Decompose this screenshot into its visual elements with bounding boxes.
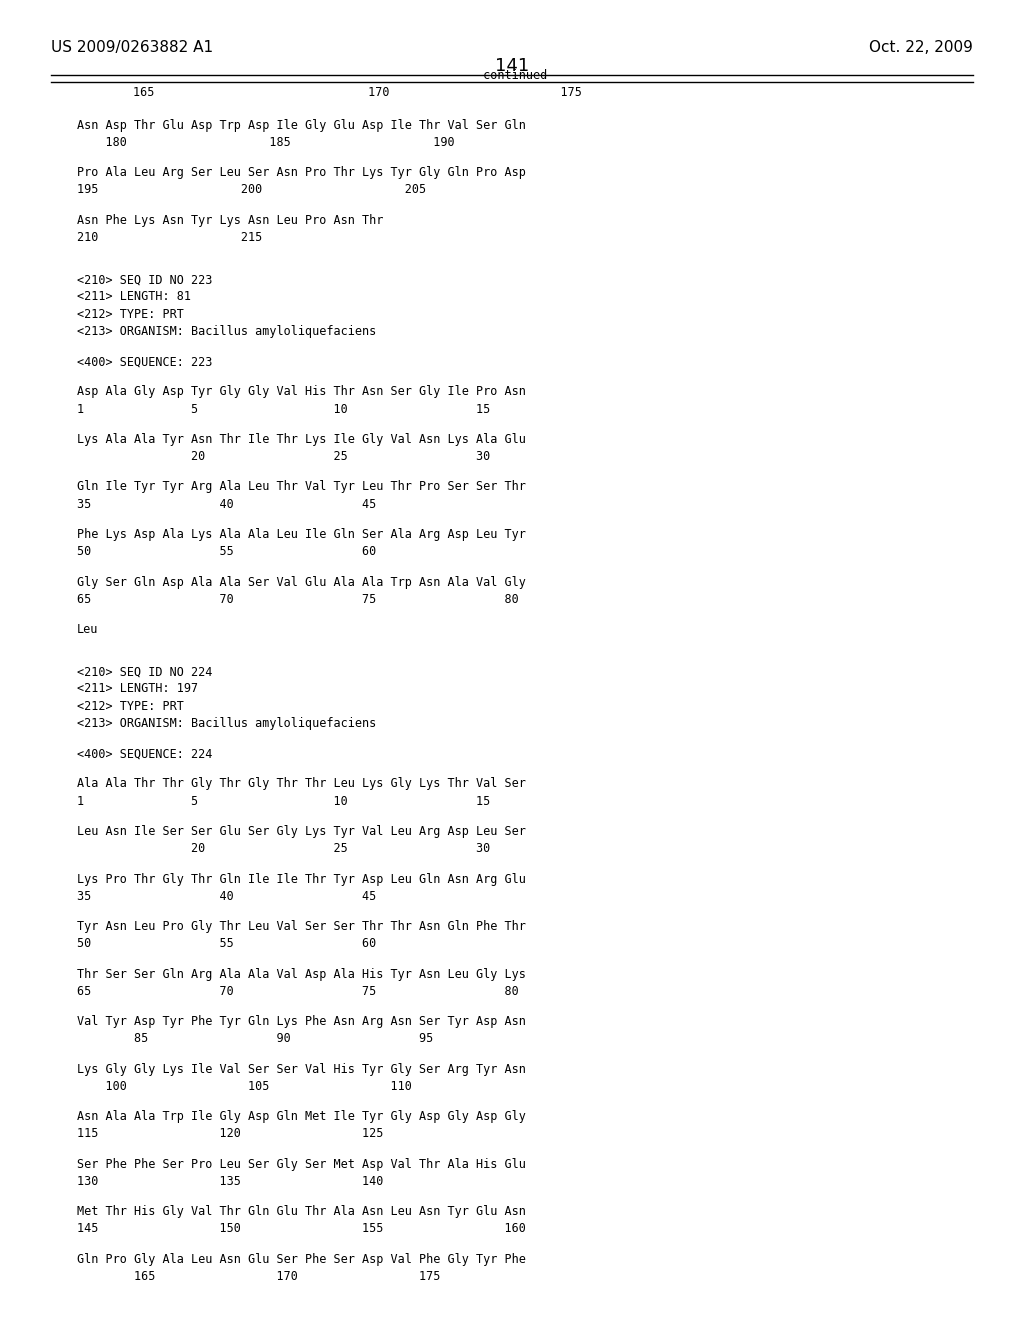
Text: <212> TYPE: PRT: <212> TYPE: PRT bbox=[77, 700, 183, 713]
Text: -continued: -continued bbox=[476, 69, 548, 82]
Text: <211> LENGTH: 81: <211> LENGTH: 81 bbox=[77, 290, 190, 304]
Text: 195                    200                    205: 195 200 205 bbox=[77, 183, 426, 197]
Text: 65                  70                  75                  80: 65 70 75 80 bbox=[77, 593, 518, 606]
Text: 165                 170                 175: 165 170 175 bbox=[77, 1270, 440, 1283]
Text: US 2009/0263882 A1: US 2009/0263882 A1 bbox=[51, 40, 213, 54]
Text: Ser Phe Phe Ser Pro Leu Ser Gly Ser Met Asp Val Thr Ala His Glu: Ser Phe Phe Ser Pro Leu Ser Gly Ser Met … bbox=[77, 1158, 525, 1171]
Text: 20                  25                  30: 20 25 30 bbox=[77, 450, 490, 463]
Text: Gln Ile Tyr Tyr Arg Ala Leu Thr Val Tyr Leu Thr Pro Ser Ser Thr: Gln Ile Tyr Tyr Arg Ala Leu Thr Val Tyr … bbox=[77, 480, 525, 494]
Text: <400> SEQUENCE: 223: <400> SEQUENCE: 223 bbox=[77, 355, 212, 368]
Text: Asp Ala Gly Asp Tyr Gly Gly Val His Thr Asn Ser Gly Ile Pro Asn: Asp Ala Gly Asp Tyr Gly Gly Val His Thr … bbox=[77, 385, 525, 399]
Text: Asn Ala Ala Trp Ile Gly Asp Gln Met Ile Tyr Gly Asp Gly Asp Gly: Asn Ala Ala Trp Ile Gly Asp Gln Met Ile … bbox=[77, 1110, 525, 1123]
Text: Asn Phe Lys Asn Tyr Lys Asn Leu Pro Asn Thr: Asn Phe Lys Asn Tyr Lys Asn Leu Pro Asn … bbox=[77, 214, 383, 227]
Text: <210> SEQ ID NO 224: <210> SEQ ID NO 224 bbox=[77, 665, 212, 678]
Text: Gln Pro Gly Ala Leu Asn Glu Ser Phe Ser Asp Val Phe Gly Tyr Phe: Gln Pro Gly Ala Leu Asn Glu Ser Phe Ser … bbox=[77, 1253, 525, 1266]
Text: Lys Gly Gly Lys Ile Val Ser Ser Val His Tyr Gly Ser Arg Tyr Asn: Lys Gly Gly Lys Ile Val Ser Ser Val His … bbox=[77, 1063, 525, 1076]
Text: 1               5                   10                  15: 1 5 10 15 bbox=[77, 403, 490, 416]
Text: <212> TYPE: PRT: <212> TYPE: PRT bbox=[77, 308, 183, 321]
Text: 20                  25                  30: 20 25 30 bbox=[77, 842, 490, 855]
Text: <211> LENGTH: 197: <211> LENGTH: 197 bbox=[77, 682, 198, 696]
Text: Ala Ala Thr Thr Gly Thr Gly Thr Thr Leu Lys Gly Lys Thr Val Ser: Ala Ala Thr Thr Gly Thr Gly Thr Thr Leu … bbox=[77, 777, 525, 791]
Text: Phe Lys Asp Ala Lys Ala Ala Leu Ile Gln Ser Ala Arg Asp Leu Tyr: Phe Lys Asp Ala Lys Ala Ala Leu Ile Gln … bbox=[77, 528, 525, 541]
Text: 35                  40                  45: 35 40 45 bbox=[77, 498, 376, 511]
Text: Oct. 22, 2009: Oct. 22, 2009 bbox=[869, 40, 973, 54]
Text: <210> SEQ ID NO 223: <210> SEQ ID NO 223 bbox=[77, 273, 212, 286]
Text: 115                 120                 125: 115 120 125 bbox=[77, 1127, 383, 1140]
Text: 85                  90                  95: 85 90 95 bbox=[77, 1032, 433, 1045]
Text: 130                 135                 140: 130 135 140 bbox=[77, 1175, 383, 1188]
Text: 165                              170                        175: 165 170 175 bbox=[133, 86, 582, 99]
Text: 65                  70                  75                  80: 65 70 75 80 bbox=[77, 985, 518, 998]
Text: 100                 105                 110: 100 105 110 bbox=[77, 1080, 412, 1093]
Text: Gly Ser Gln Asp Ala Ala Ser Val Glu Ala Ala Trp Asn Ala Val Gly: Gly Ser Gln Asp Ala Ala Ser Val Glu Ala … bbox=[77, 576, 525, 589]
Text: Lys Pro Thr Gly Thr Gln Ile Ile Thr Tyr Asp Leu Gln Asn Arg Glu: Lys Pro Thr Gly Thr Gln Ile Ile Thr Tyr … bbox=[77, 873, 525, 886]
Text: Thr Ser Ser Gln Arg Ala Ala Val Asp Ala His Tyr Asn Leu Gly Lys: Thr Ser Ser Gln Arg Ala Ala Val Asp Ala … bbox=[77, 968, 525, 981]
Text: Leu Asn Ile Ser Ser Glu Ser Gly Lys Tyr Val Leu Arg Asp Leu Ser: Leu Asn Ile Ser Ser Glu Ser Gly Lys Tyr … bbox=[77, 825, 525, 838]
Text: <213> ORGANISM: Bacillus amyloliquefaciens: <213> ORGANISM: Bacillus amyloliquefacie… bbox=[77, 325, 376, 338]
Text: Val Tyr Asp Tyr Phe Tyr Gln Lys Phe Asn Arg Asn Ser Tyr Asp Asn: Val Tyr Asp Tyr Phe Tyr Gln Lys Phe Asn … bbox=[77, 1015, 525, 1028]
Text: Asn Asp Thr Glu Asp Trp Asp Ile Gly Glu Asp Ile Thr Val Ser Gln: Asn Asp Thr Glu Asp Trp Asp Ile Gly Glu … bbox=[77, 119, 525, 132]
Text: 145                 150                 155                 160: 145 150 155 160 bbox=[77, 1222, 525, 1236]
Text: 180                    185                    190: 180 185 190 bbox=[77, 136, 455, 149]
Text: Lys Ala Ala Tyr Asn Thr Ile Thr Lys Ile Gly Val Asn Lys Ala Glu: Lys Ala Ala Tyr Asn Thr Ile Thr Lys Ile … bbox=[77, 433, 525, 446]
Text: 210                    215: 210 215 bbox=[77, 231, 262, 244]
Text: 35                  40                  45: 35 40 45 bbox=[77, 890, 376, 903]
Text: 50                  55                  60: 50 55 60 bbox=[77, 545, 376, 558]
Text: Leu: Leu bbox=[77, 623, 98, 636]
Text: <400> SEQUENCE: 224: <400> SEQUENCE: 224 bbox=[77, 747, 212, 760]
Text: Tyr Asn Leu Pro Gly Thr Leu Val Ser Ser Thr Thr Asn Gln Phe Thr: Tyr Asn Leu Pro Gly Thr Leu Val Ser Ser … bbox=[77, 920, 525, 933]
Text: Met Thr His Gly Val Thr Gln Glu Thr Ala Asn Leu Asn Tyr Glu Asn: Met Thr His Gly Val Thr Gln Glu Thr Ala … bbox=[77, 1205, 525, 1218]
Text: 50                  55                  60: 50 55 60 bbox=[77, 937, 376, 950]
Text: 1               5                   10                  15: 1 5 10 15 bbox=[77, 795, 490, 808]
Text: <213> ORGANISM: Bacillus amyloliquefaciens: <213> ORGANISM: Bacillus amyloliquefacie… bbox=[77, 717, 376, 730]
Text: Pro Ala Leu Arg Ser Leu Ser Asn Pro Thr Lys Tyr Gly Gln Pro Asp: Pro Ala Leu Arg Ser Leu Ser Asn Pro Thr … bbox=[77, 166, 525, 180]
Text: 141: 141 bbox=[495, 57, 529, 75]
